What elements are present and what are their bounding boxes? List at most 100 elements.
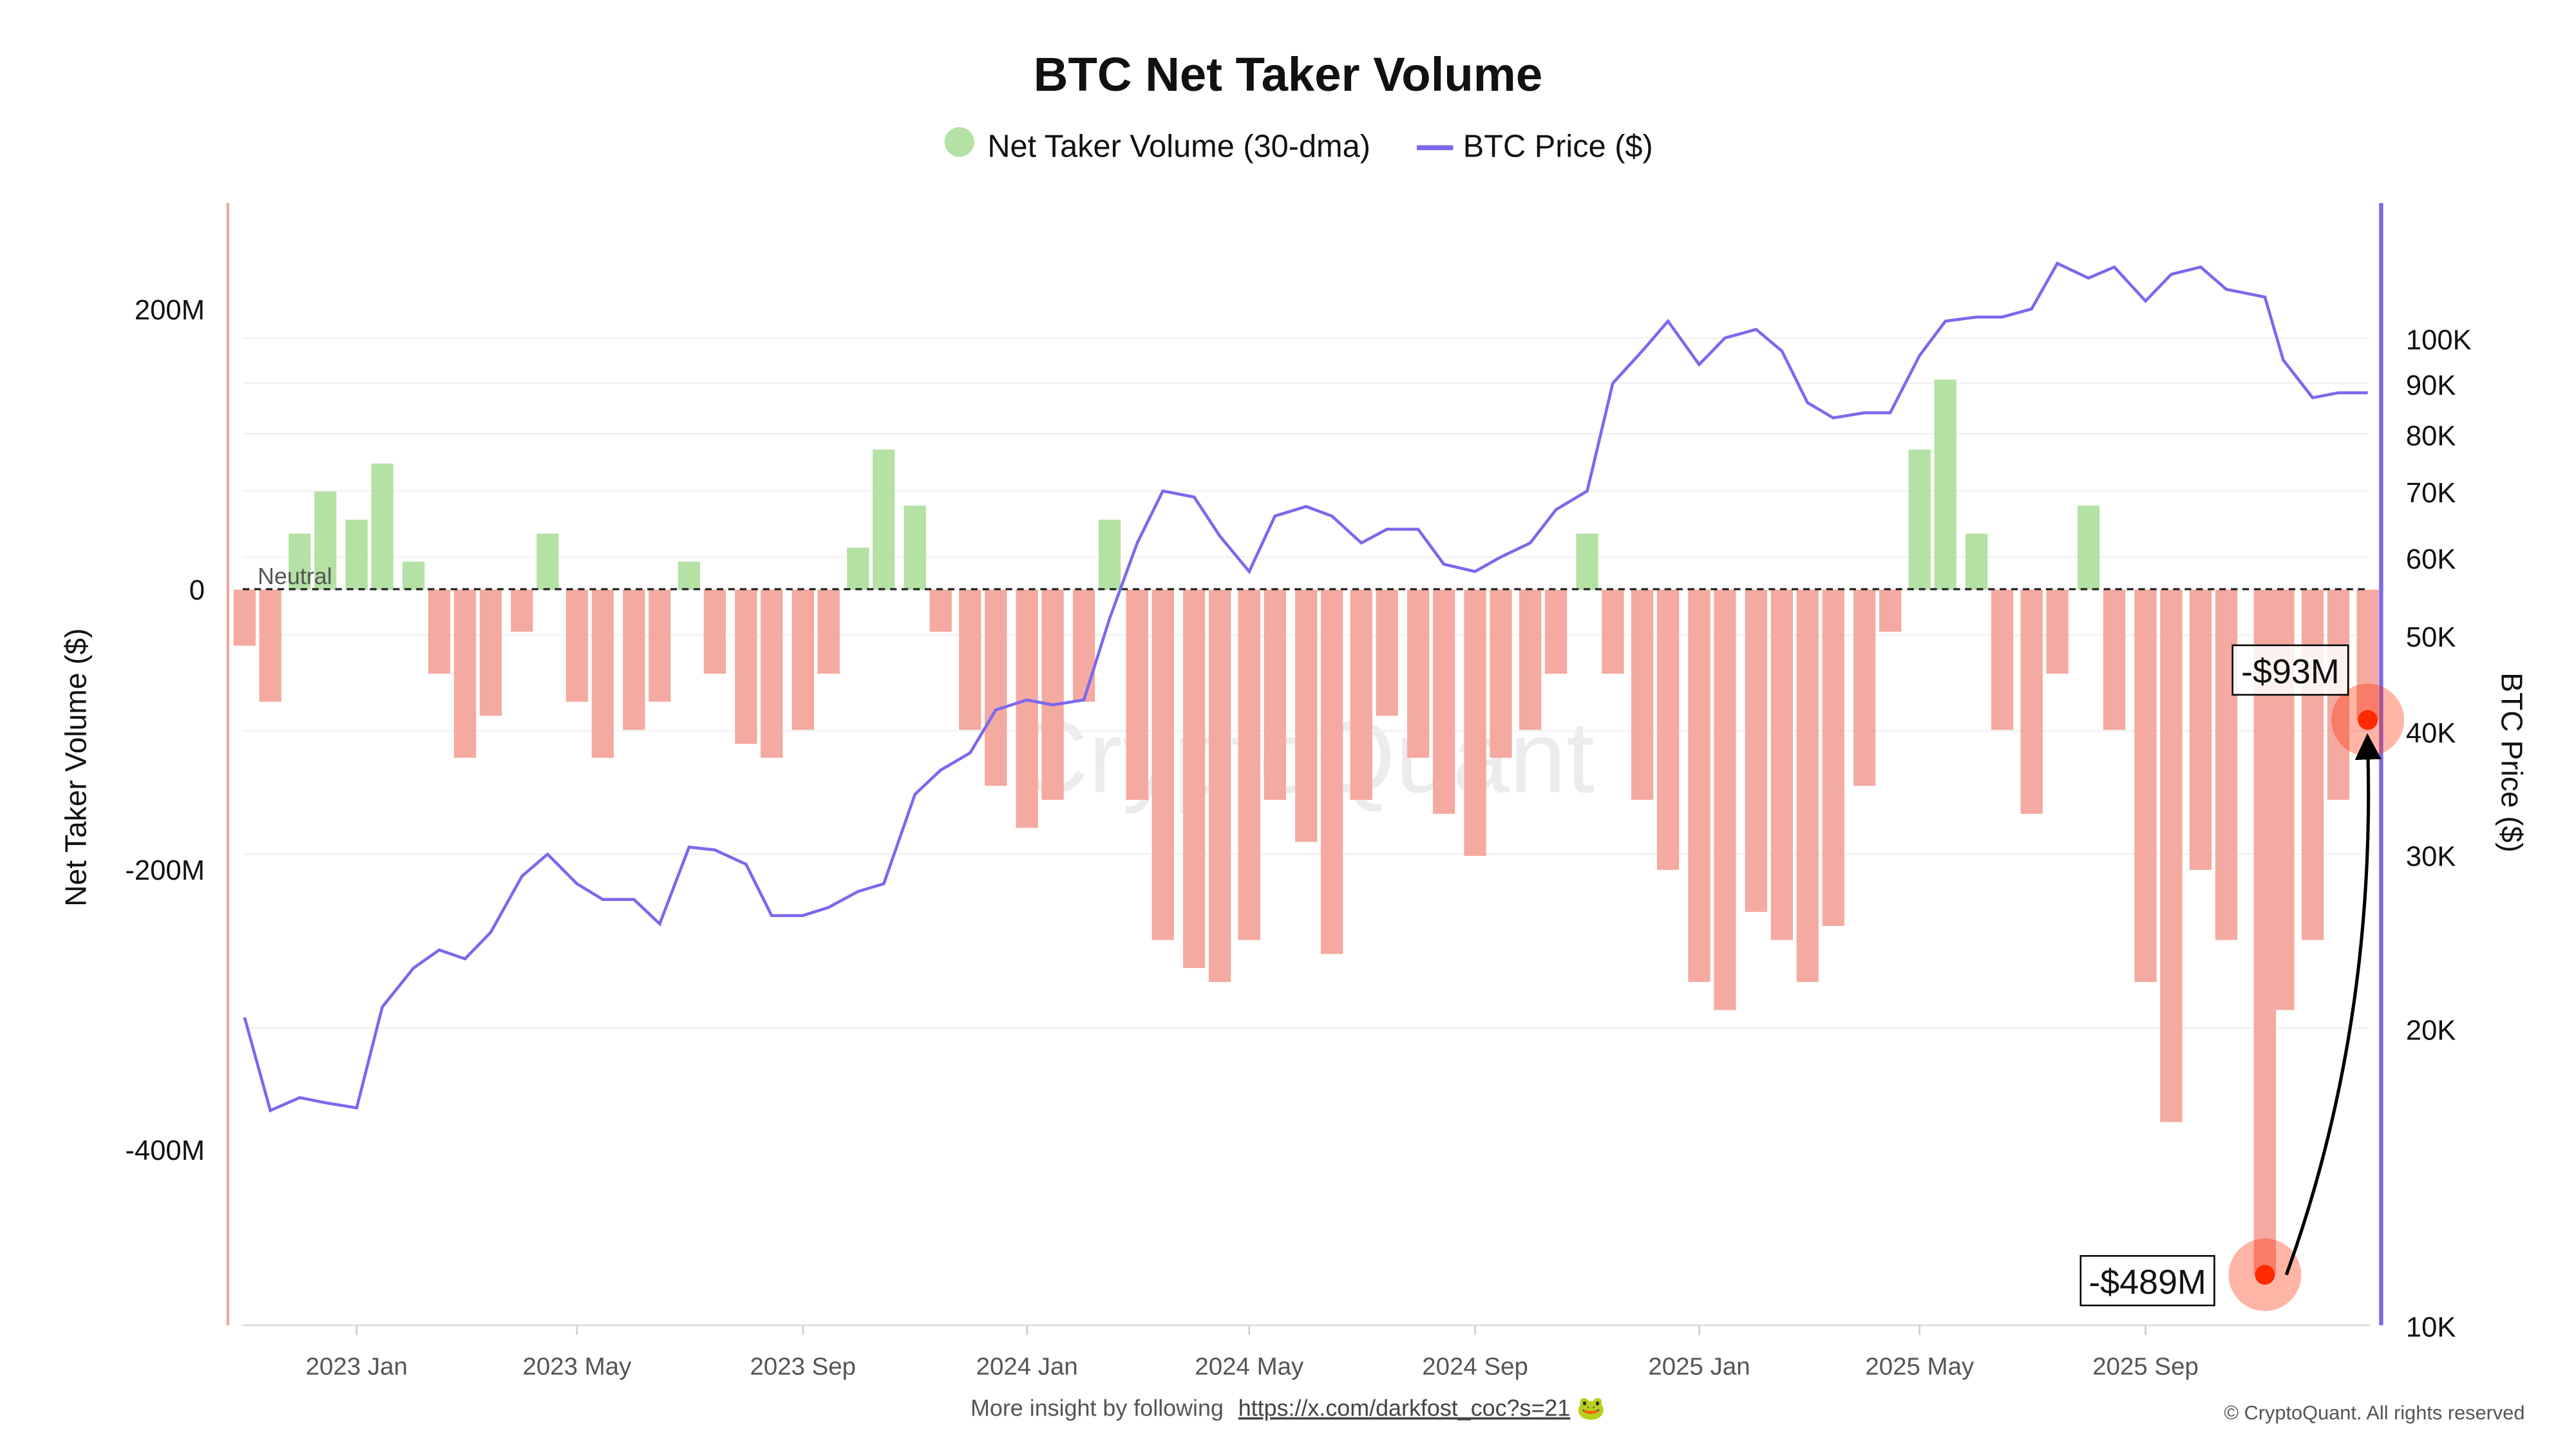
frog-emoji: 🐸 <box>1577 1396 1605 1421</box>
right-tick-label: 90K <box>2406 370 2456 401</box>
annotation-label: -$93M <box>2241 652 2340 691</box>
left-tick-label: -400M <box>125 1135 205 1166</box>
x-tick-label: 2024 Sep <box>1422 1353 1528 1381</box>
right-tick-labels: 100K 90K 80K 70K 60K 50K 40K 30K 20K 10K <box>2406 325 2472 1343</box>
x-tick-label: 2023 Jan <box>306 1353 408 1381</box>
volume-bar <box>1688 589 1710 982</box>
highlight-dot <box>2358 710 2378 730</box>
volume-bar <box>1209 589 1231 982</box>
volume-bar <box>1908 450 1931 590</box>
volume-bar <box>2189 589 2212 870</box>
annotations: -$489M -$93M <box>2079 644 2405 1311</box>
x-tick-label: 2025 Jan <box>1648 1353 1750 1381</box>
volume-bar <box>1745 589 1768 913</box>
volume-bar <box>929 589 952 632</box>
volume-bar <box>2046 589 2069 674</box>
volume-bar <box>2134 589 2157 982</box>
footer-link[interactable]: https://x.com/darkfost_coc?s=21 <box>1238 1396 1571 1421</box>
volume-bar <box>1264 589 1286 800</box>
x-tick-label: 2025 Sep <box>2092 1353 2199 1381</box>
volume-bar <box>2160 589 2183 1122</box>
right-tick-label: 10K <box>2406 1312 2456 1343</box>
volume-bar <box>1602 589 1624 674</box>
volume-bar <box>1350 589 1372 800</box>
volume-bar <box>1879 589 1902 632</box>
volume-bar <box>289 533 311 590</box>
volume-bar <box>2356 589 2379 720</box>
volume-bar <box>1295 589 1318 842</box>
volume-bar <box>1183 589 1206 969</box>
volume-bar <box>703 589 726 674</box>
volume-bar <box>1432 589 1455 814</box>
price-line <box>243 261 2368 1113</box>
left-tick-label: 200M <box>135 295 205 326</box>
volume-bar <box>1041 589 1064 800</box>
volume-bar <box>623 589 645 730</box>
right-tick-label: 20K <box>2406 1015 2456 1046</box>
volume-bar <box>1796 589 1819 982</box>
volume-bar <box>735 589 757 744</box>
legend-item-price[interactable]: BTC Price ($) <box>1417 129 1653 164</box>
left-tick-label: 0 <box>189 575 205 606</box>
volume-bar <box>649 589 671 702</box>
volume-bar <box>985 589 1007 786</box>
right-tick-label: 100K <box>2406 325 2472 356</box>
volume-bar <box>1519 589 1542 730</box>
left-tick-label: -200M <box>125 855 205 886</box>
volume-bar <box>2215 589 2238 940</box>
volume-bar <box>817 589 840 674</box>
volume-bar <box>2077 506 2100 590</box>
x-tick-labels: 2023 Jan 2023 May 2023 Sep 2024 Jan 2024 May… <box>306 1325 2199 1381</box>
volume-bar <box>1965 533 1988 590</box>
volume-bar <box>591 589 614 758</box>
volume-bar <box>1544 589 1567 674</box>
annotation-box <box>2079 1255 2215 1307</box>
volume-bar <box>1991 589 2014 730</box>
volume-bar <box>959 589 981 730</box>
volume-bar <box>1151 589 1174 940</box>
x-tick-label: 2024 Jan <box>976 1353 1078 1381</box>
volume-bar <box>402 562 425 590</box>
neutral-label: Neutral <box>258 564 332 589</box>
copyright: © CryptoQuant. All rights reserved <box>2224 1401 2524 1424</box>
volume-bar <box>233 589 256 646</box>
volume-bar <box>2103 589 2126 730</box>
legend: Net Taker Volume (30-dma) BTC Price ($) <box>944 127 1653 164</box>
svg-text:More insight by following: More insight by following https://x.com/… <box>971 1396 1605 1421</box>
right-tick-label: 70K <box>2406 478 2456 509</box>
volume-bar <box>1072 589 1095 702</box>
volume-bar <box>536 533 559 590</box>
volume-bar <box>1822 589 1844 926</box>
right-axis-label: BTC Price ($) <box>2496 672 2529 852</box>
volume-bar <box>314 491 337 590</box>
arrow <box>2284 733 2382 1276</box>
volume-bar <box>479 589 502 716</box>
volume-bar <box>1934 379 1956 590</box>
right-tick-label: 30K <box>2406 841 2456 872</box>
highlight-dot <box>2255 1265 2275 1285</box>
right-tick-label: 80K <box>2406 421 2456 451</box>
volume-bar <box>1714 589 1736 1010</box>
legend-volume-marker <box>944 127 974 157</box>
volume-bar <box>1238 589 1260 940</box>
x-tick-label: 2023 Sep <box>750 1353 856 1381</box>
volume-bar <box>847 547 869 590</box>
volume-bar <box>1098 519 1121 590</box>
volume-bar <box>453 589 477 758</box>
volume-bar <box>761 589 783 758</box>
volume-bar <box>2020 589 2043 814</box>
volume-bar <box>873 450 895 590</box>
legend-price-label: BTC Price ($) <box>1463 129 1653 164</box>
volume-bar <box>428 589 451 674</box>
left-axis-label: Net Taker Volume ($) <box>59 628 92 906</box>
volume-bar <box>565 589 589 702</box>
volume-bar <box>1464 589 1486 857</box>
footer: More insight by following https://x.com/… <box>971 1396 1605 1421</box>
volume-bar <box>677 562 701 590</box>
x-tick-label: 2023 May <box>523 1353 632 1381</box>
legend-item-volume[interactable]: Net Taker Volume (30-dma) <box>944 127 1370 164</box>
volume-bars <box>233 379 2379 1275</box>
volume-bar <box>511 589 533 632</box>
volume-bar <box>1016 589 1038 828</box>
